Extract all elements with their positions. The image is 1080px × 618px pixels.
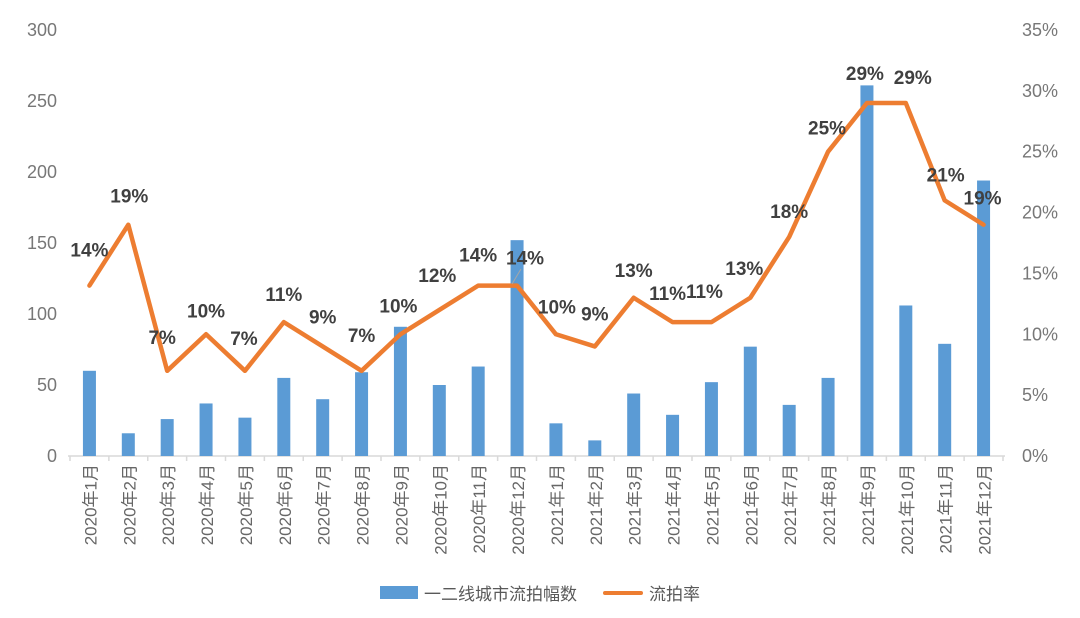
rate-data-label: 9%: [309, 307, 337, 328]
y-axis-right-tick-label: 30%: [1022, 81, 1058, 101]
x-axis-label: 2020年10月: [431, 464, 450, 555]
legend-item-bar-series[interactable]: 一二线城市流拍幅数: [380, 580, 577, 605]
line-series-label: 流拍率: [649, 585, 700, 604]
y-axis-left-tick-label: 250: [27, 91, 57, 111]
rate-data-label: 13%: [615, 261, 653, 282]
rate-data-label: 10%: [379, 296, 417, 317]
y-axis-right-tick-label: 35%: [1022, 20, 1058, 40]
y-axis-right-tick-label: 0%: [1022, 446, 1048, 466]
rate-data-label: 12%: [418, 266, 456, 287]
line-series-swatch-icon: [603, 590, 643, 595]
x-axis-label: 2021年8月: [820, 464, 839, 545]
rate-data-label: 25%: [808, 119, 846, 140]
bar-series-label: 一二线城市流拍幅数: [424, 585, 577, 604]
rate-data-label: 7%: [148, 328, 176, 349]
x-axis-label: 2020年1月: [81, 464, 100, 545]
y-axis-left-tick-label: 50: [37, 375, 57, 395]
rate-data-label: 10%: [187, 301, 225, 322]
x-axis-label: 2020年12月: [509, 464, 528, 555]
bar-2021年5月[interactable]: [704, 382, 718, 456]
x-axis-label: 2021年3月: [626, 464, 645, 545]
chart-canvas: 0 50 100 150 200 250 300 0% 5% 10% 15% 20% 25% 30% 35%…: [27, 20, 1058, 555]
rate-data-label: 10%: [538, 297, 576, 318]
bar-2021年6月[interactable]: [743, 346, 757, 456]
bar-2020年6月[interactable]: [277, 377, 291, 456]
bar-2020年1月[interactable]: [82, 370, 96, 456]
y-axis-right-tick-label: 20%: [1022, 203, 1058, 223]
rate-data-label: 13%: [725, 259, 763, 280]
bar-2020年9月[interactable]: [393, 326, 407, 456]
bar-2021年4月[interactable]: [666, 414, 680, 456]
y-axis-left-tick-label: 300: [27, 20, 57, 40]
y-axis-left-tick-label: 100: [27, 304, 57, 324]
rate-data-label: 14%: [70, 241, 108, 262]
rate-data-label: 21%: [927, 165, 965, 186]
bar-2021年9月[interactable]: [860, 85, 874, 456]
legend-item-line-series[interactable]: 流拍率: [603, 580, 700, 605]
rate-data-label: 11%: [686, 282, 723, 303]
rate-data-label: 11%: [265, 285, 302, 306]
x-axis-label: 2021年2月: [587, 464, 606, 545]
rate-data-label: 19%: [964, 189, 1002, 210]
x-axis-label: 2020年7月: [315, 464, 334, 545]
x-axis-label: 2021年6月: [742, 464, 761, 545]
bar-series-swatch-icon: [380, 586, 418, 599]
bar-2021年7月[interactable]: [782, 404, 796, 456]
x-axis-label: 2020年9月: [392, 464, 411, 545]
rate-data-label: 18%: [770, 202, 808, 223]
bar-2020年7月[interactable]: [316, 399, 330, 456]
rate-line[interactable]: [87, 100, 986, 374]
bar-2020年10月[interactable]: [432, 385, 446, 456]
y-axis-left-tick-label: 150: [27, 233, 57, 253]
rate-data-label: 11%: [649, 284, 686, 305]
x-axis-label: 2020年3月: [159, 464, 178, 545]
y-axis-right-tick-label: 15%: [1022, 263, 1058, 283]
x-axis-label: 2020年8月: [354, 464, 373, 545]
bar-2021年2月[interactable]: [588, 440, 602, 456]
rate-data-label: 9%: [581, 304, 609, 325]
x-axis-label: 2021年10月: [898, 464, 917, 555]
bar-2020年12月[interactable]: [510, 240, 524, 456]
y-axis-right-tick-label: 25%: [1022, 142, 1058, 162]
bar-2020年11月[interactable]: [471, 366, 485, 456]
x-axis-label: 2021年7月: [781, 464, 800, 545]
bar-2021年10月[interactable]: [899, 305, 913, 456]
x-axis-label: 2020年4月: [198, 464, 217, 545]
rate-data-label: 14%: [506, 249, 544, 270]
y-axis-left-tick-label: 0: [47, 446, 57, 466]
x-axis-label: 2021年5月: [703, 464, 722, 545]
x-axis-label: 2020年6月: [276, 464, 295, 545]
y-axis-right-tick-label: 10%: [1022, 324, 1058, 344]
x-axis-label: 2021年12月: [976, 464, 995, 555]
rate-data-label: 7%: [348, 326, 376, 347]
label-leader-line: [511, 268, 522, 285]
x-axis-label: 2020年11月: [470, 464, 489, 553]
rate-data-label: 14%: [459, 246, 497, 267]
bar-2020年5月[interactable]: [238, 417, 252, 456]
y-axis-left-tick-label: 200: [27, 162, 57, 182]
x-axis-label: 2021年4月: [665, 464, 684, 545]
x-axis-label: 2021年9月: [859, 464, 878, 545]
bar-2020年8月[interactable]: [355, 372, 369, 456]
bar-2021年1月[interactable]: [549, 423, 563, 456]
bar-2021年11月[interactable]: [938, 343, 952, 456]
bar-2020年3月[interactable]: [160, 419, 174, 456]
rate-data-label: 19%: [110, 187, 148, 208]
x-axis-label: 2020年2月: [120, 464, 139, 545]
bar-2021年12月[interactable]: [977, 180, 991, 456]
x-axis-label: 2020年5月: [237, 464, 256, 545]
rate-data-label: 29%: [846, 64, 884, 85]
x-axis-label: 2021年11月: [937, 464, 956, 553]
rate-data-label: 7%: [230, 329, 258, 350]
bar-2021年3月[interactable]: [627, 393, 641, 456]
y-axis-right-tick-label: 5%: [1022, 385, 1048, 405]
x-axis-label: 2021年1月: [548, 464, 567, 545]
bar-2021年8月[interactable]: [821, 377, 835, 456]
bar-2020年4月[interactable]: [199, 403, 213, 456]
bar-2020年2月[interactable]: [121, 433, 135, 456]
legend: 一二线城市流拍幅数 流拍率: [0, 580, 1080, 605]
rate-data-label: 29%: [894, 68, 932, 89]
